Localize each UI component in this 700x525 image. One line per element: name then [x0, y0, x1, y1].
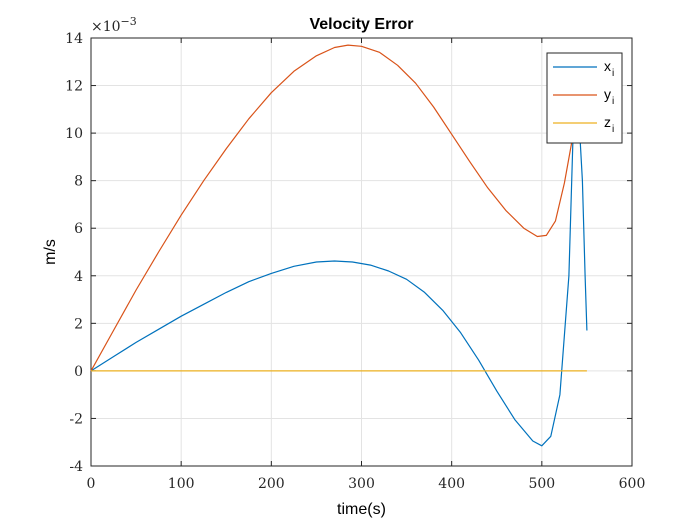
y-tick-label: 10 — [65, 126, 83, 142]
series-line-y — [90, 44, 579, 372]
series-lines — [90, 44, 588, 447]
y-tick-label: 14 — [65, 31, 83, 47]
y-exponent-label: ×10−3 — [91, 15, 137, 35]
x-tick-label: 600 — [619, 476, 646, 492]
tick-labels: 0 100 200 300 400 500 600 -4 -2 0 2 4 6 8 10 12 14 — [65, 31, 645, 492]
y-tick-label: -2 — [69, 411, 83, 427]
legend[interactable]: x iy iz i — [546, 52, 623, 144]
x-axis-label: time(s) — [337, 501, 386, 518]
x-tick-label: 500 — [528, 476, 555, 492]
legend-subscript-z: i — [612, 124, 614, 135]
x-tick-label: 100 — [168, 476, 195, 492]
chart-title: Velocity Error — [309, 16, 413, 33]
y-tick-label: 8 — [74, 174, 83, 190]
x-tick-label: 300 — [348, 476, 375, 492]
y-tick-label: -4 — [69, 459, 83, 475]
legend-label-y: y — [604, 86, 611, 102]
y-tick-label: 6 — [74, 221, 83, 237]
x-tick-label: 0 — [87, 476, 96, 492]
legend-label-x: x — [604, 58, 611, 74]
legend-label-z: z — [604, 114, 611, 130]
y-tick-label: 4 — [74, 269, 83, 285]
legend-subscript-x: i — [612, 68, 614, 79]
y-axis-label: m/s — [42, 239, 59, 265]
legend-box — [546, 52, 623, 144]
x-tick-label: 200 — [258, 476, 285, 492]
y-tick-label: 0 — [74, 364, 83, 380]
y-tick-label: 2 — [74, 316, 83, 332]
ticks — [90, 37, 633, 467]
legend-subscript-y: i — [612, 96, 614, 107]
y-tick-label: 12 — [65, 79, 83, 95]
series-line-x — [90, 99, 588, 447]
x-tick-label: 400 — [438, 476, 465, 492]
